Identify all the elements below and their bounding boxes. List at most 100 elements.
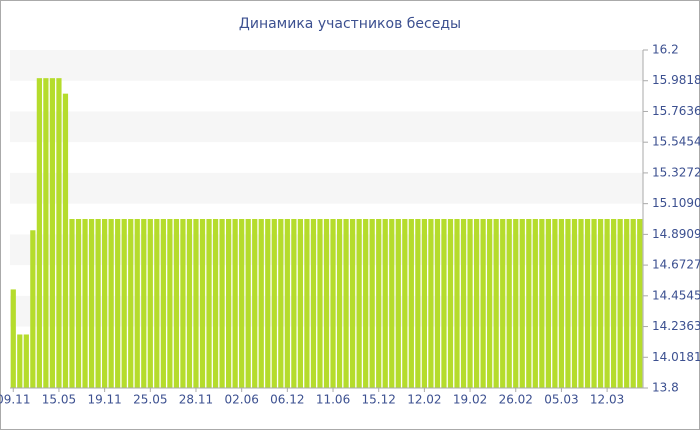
- bar: [297, 219, 304, 388]
- bar: [323, 219, 330, 388]
- bar: [258, 219, 264, 388]
- bar: [232, 219, 238, 388]
- bar: [193, 219, 199, 388]
- bar: [265, 219, 271, 388]
- bar: [389, 219, 395, 388]
- bar: [219, 219, 225, 388]
- bar: [597, 219, 604, 388]
- bar: [88, 219, 95, 388]
- bar: [578, 219, 584, 388]
- bar: [473, 219, 480, 388]
- x-tick-label: 12.02: [407, 393, 441, 407]
- bar: [454, 219, 460, 388]
- bar: [376, 219, 382, 388]
- bar: [147, 219, 153, 388]
- bar: [571, 219, 578, 388]
- bar: [271, 219, 277, 388]
- bar: [395, 219, 401, 388]
- y-tick-label: 14.2363: [652, 319, 700, 333]
- bar: [226, 219, 232, 388]
- bar: [212, 219, 219, 388]
- bar: [382, 219, 388, 388]
- bar: [343, 219, 349, 388]
- bar: [62, 93, 69, 389]
- x-tick-label: 28.11: [179, 393, 213, 407]
- bar: [428, 219, 434, 388]
- stripe: [10, 111, 643, 143]
- bar: [402, 219, 408, 388]
- y-tick-label: 14.8909: [652, 227, 700, 241]
- bar: [95, 219, 101, 388]
- bar: [36, 78, 42, 389]
- y-tick-label: 16.2: [652, 43, 679, 57]
- y-tick-label: 15.5454: [652, 135, 700, 149]
- bar: [43, 78, 49, 389]
- bar: [75, 219, 82, 388]
- bar: [369, 219, 375, 388]
- bar: [467, 219, 473, 388]
- bar: [154, 219, 160, 388]
- bar: [604, 219, 610, 388]
- bar: [167, 219, 173, 388]
- bar: [415, 219, 421, 388]
- bar: [69, 219, 75, 388]
- bar: [199, 219, 206, 388]
- bar: [121, 219, 127, 388]
- bar: [630, 219, 636, 388]
- chart-title: Динамика участников беседы: [239, 16, 461, 32]
- bar: [363, 219, 369, 388]
- bar: [291, 219, 297, 388]
- stripe: [10, 50, 643, 81]
- bar: [102, 219, 108, 388]
- bar: [434, 219, 441, 388]
- bar: [278, 219, 284, 388]
- x-tick-label: 15.05: [42, 393, 76, 407]
- bar: [245, 219, 251, 388]
- bar: [173, 219, 180, 388]
- bar: [108, 219, 114, 388]
- bar: [356, 219, 362, 388]
- bar: [611, 219, 617, 388]
- bar: [447, 219, 454, 388]
- bar: [591, 219, 597, 388]
- bar: [421, 219, 427, 388]
- bar: [526, 219, 532, 388]
- bar: [134, 219, 140, 388]
- bar: [252, 219, 258, 388]
- bar: [10, 289, 16, 388]
- bar: [545, 219, 551, 388]
- x-tick-label: 19.11: [87, 393, 121, 407]
- y-tick-label: 14.6727: [652, 258, 700, 272]
- y-tick-label: 15.3272: [652, 165, 700, 179]
- bar: [408, 219, 414, 388]
- x-tick-label: 05.03: [544, 393, 578, 407]
- bar: [552, 219, 558, 388]
- y-tick-label: 14.0181: [652, 350, 700, 364]
- bar: [82, 219, 88, 388]
- bar: [206, 219, 212, 388]
- bar: [513, 219, 519, 388]
- bar: [180, 219, 186, 388]
- bar: [160, 219, 166, 388]
- x-tick-label: 06.12: [270, 393, 304, 407]
- y-tick-label: 15.9818: [652, 73, 700, 87]
- x-tick-label: 19.02: [453, 393, 487, 407]
- bar: [30, 230, 36, 388]
- x-tick-label: 09.11: [0, 393, 30, 407]
- bar: [460, 219, 467, 388]
- bar: [565, 219, 571, 388]
- bar: [558, 219, 565, 388]
- x-tick-label: 15.12: [362, 393, 396, 407]
- bar: [617, 219, 623, 388]
- bar: [500, 219, 506, 388]
- x-tick-label: 26.02: [499, 393, 533, 407]
- bar: [317, 219, 323, 388]
- bar: [487, 219, 493, 388]
- bar: [330, 219, 336, 388]
- bar: [310, 219, 317, 388]
- y-tick-label: 13.8: [652, 381, 679, 395]
- bar: [480, 219, 486, 388]
- bar: [17, 334, 23, 388]
- bar: [304, 219, 310, 388]
